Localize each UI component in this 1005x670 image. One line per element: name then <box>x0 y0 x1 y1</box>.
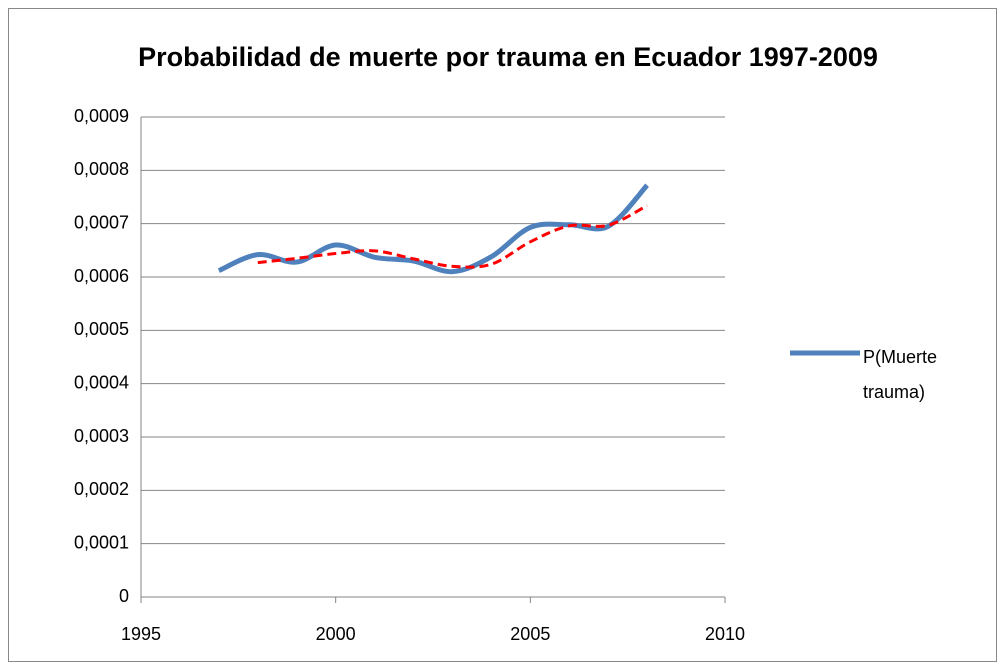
x-tick-label: 2010 <box>705 624 745 644</box>
legend-label: P(Muerte trauma) <box>863 347 938 402</box>
chart-border <box>8 8 997 662</box>
chart-title: Probabilidad de muerte por trauma en Ecu… <box>138 42 878 72</box>
y-tick-label: 0,0006 <box>74 266 129 286</box>
y-tick-label: 0,0003 <box>74 426 129 446</box>
trend-line <box>257 204 648 269</box>
y-tick-label: 0,0002 <box>74 479 129 499</box>
y-tick-label: 0 <box>119 586 129 606</box>
y-tick-label: 0,0001 <box>74 532 129 552</box>
y-tick-label: 0,0009 <box>74 106 129 126</box>
y-tick-label: 0,0005 <box>74 319 129 339</box>
x-tick-label: 2000 <box>316 624 356 644</box>
x-tick-label: 1995 <box>121 624 161 644</box>
x-tick-label: 2005 <box>510 624 550 644</box>
y-tick-label: 0,0004 <box>74 372 129 392</box>
y-tick-label: 0,0008 <box>74 159 129 179</box>
y-tick-label: 0,0007 <box>74 212 129 232</box>
